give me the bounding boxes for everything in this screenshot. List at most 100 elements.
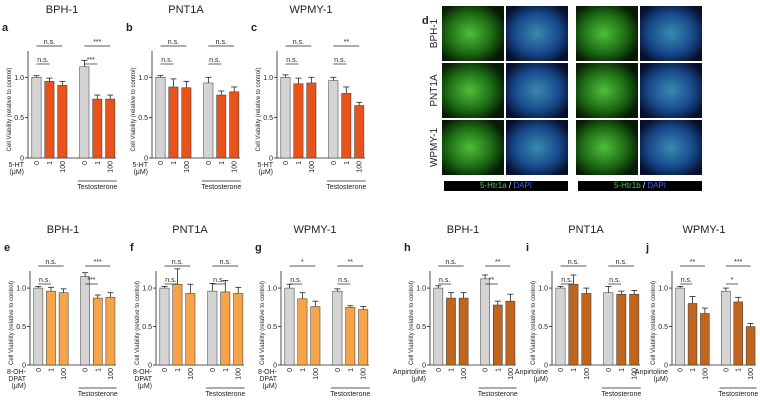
agonist-label: Anpirtoline <box>393 369 426 376</box>
significance-label: n.s. <box>568 259 579 266</box>
caption-part: DAPI <box>647 181 666 190</box>
bar <box>216 94 227 159</box>
bar <box>79 66 90 159</box>
micrograph <box>506 120 568 175</box>
chart-title: BPH-1 <box>447 224 479 236</box>
bar <box>185 293 196 366</box>
bar <box>700 313 710 366</box>
chart: e BPH-1 Cell Viability (relative to contro… <box>4 224 118 398</box>
bar <box>280 77 291 159</box>
y-tick-label: 0.5 <box>142 324 152 331</box>
significance-label: ** <box>489 277 495 284</box>
x-tick-label: 0 <box>83 368 90 372</box>
x-tick-label: 0 <box>36 368 43 372</box>
y-tick-label: 0 <box>664 363 668 370</box>
x-tick-label: 100 <box>461 368 468 380</box>
group-label: Testosterone <box>330 391 370 398</box>
panel-letter: b <box>126 22 133 34</box>
x-tick-label: 0 <box>34 161 41 165</box>
y-tick-label: 0 <box>22 363 26 370</box>
bar <box>745 326 756 366</box>
significance-label: *** <box>93 39 101 46</box>
y-tick-label: 0 <box>544 363 548 370</box>
bar <box>358 309 369 366</box>
x-tick-label: 100 <box>108 161 115 173</box>
bar <box>31 77 42 159</box>
agonist-label: DPAT <box>8 376 26 383</box>
group-label: Testosterone <box>718 391 758 398</box>
significance-label: ** <box>690 259 696 266</box>
micrograph <box>442 6 504 61</box>
bar <box>687 303 698 366</box>
x-tick-label: 100 <box>632 368 639 380</box>
micrograph <box>442 63 504 118</box>
bar <box>306 82 317 159</box>
significance-label: n.s. <box>439 277 450 284</box>
y-tick-label: 1.0 <box>416 286 426 293</box>
bar <box>616 293 627 366</box>
bar <box>354 105 365 159</box>
x-tick-label: 0 <box>331 161 338 165</box>
chart-title: BPH-1 <box>46 4 78 16</box>
agonist-label: (μM) <box>653 376 668 383</box>
row-label: WPMY-1 <box>429 128 440 168</box>
x-tick-label: 0 <box>723 368 730 372</box>
y-axis-label: Cell Viability (relative to control) <box>135 281 141 365</box>
caption-part: 5-Htr1b <box>614 181 641 190</box>
caption-part: DAPI <box>513 181 532 190</box>
agonist-label: 5-HT <box>8 162 24 169</box>
bar <box>603 292 614 366</box>
significance-label: n.s. <box>334 57 345 64</box>
agonist-label: (μM) <box>137 383 152 390</box>
significance-label: n.s. <box>681 277 692 284</box>
y-axis-label: Cell Viability (relative to control) <box>131 68 137 152</box>
y-tick-label: 0 <box>269 156 273 163</box>
row-label: BPH-1 <box>429 18 440 48</box>
x-tick-label: 100 <box>748 368 755 380</box>
bar <box>181 87 192 159</box>
significance-label: n.s. <box>39 277 50 284</box>
y-axis-label: Cell Viability (relative to control) <box>256 68 262 152</box>
x-tick-label: 0 <box>210 368 217 372</box>
x-tick-label: 1 <box>495 368 502 372</box>
group-label: Testosterone <box>601 391 641 398</box>
significance-label: ** <box>348 259 354 266</box>
caption-part: / <box>507 181 514 190</box>
significance-label: n.s. <box>561 277 572 284</box>
y-axis-label: Cell Viability (relative to control) <box>651 281 657 365</box>
significance-label: n.s. <box>338 277 349 284</box>
panel-letter: a <box>2 22 9 34</box>
bar <box>505 300 516 366</box>
x-tick-label: 1 <box>300 368 307 372</box>
significance-label: n.s. <box>609 277 620 284</box>
significance-label: n.s. <box>290 277 301 284</box>
y-tick-label: 1.0 <box>16 286 26 293</box>
x-tick-label: 0 <box>678 368 685 372</box>
group-label: Testosterone <box>201 184 241 191</box>
panel-letter: h <box>404 242 411 254</box>
bar <box>155 77 166 159</box>
bar <box>159 287 170 366</box>
y-tick-label: 0 <box>20 156 24 163</box>
bar <box>581 293 592 366</box>
x-tick-label: 0 <box>283 161 290 165</box>
chart-title: WPMY-1 <box>294 224 337 236</box>
agonist-label: (μM) <box>533 376 548 383</box>
significance-label: n.s. <box>220 259 231 266</box>
bar <box>207 290 218 366</box>
chart: j WPMY-1 Cell Viability (relative to contr… <box>635 224 758 398</box>
x-tick-label: 100 <box>184 161 191 173</box>
bar <box>58 292 69 366</box>
chart-title: PNT1A <box>568 224 604 236</box>
bar <box>733 301 743 366</box>
y-tick-label: 0 <box>273 363 277 370</box>
y-axis-label: Cell Viability (relative to control) <box>7 68 13 152</box>
bar <box>328 80 339 159</box>
chart: f PNT1A Cell Viability (relative to contro… <box>130 224 245 398</box>
chart-title: BPH-1 <box>47 224 79 236</box>
bar <box>492 304 503 366</box>
significance-label: n.s. <box>286 57 297 64</box>
agonist-label: 8-OH- <box>133 369 153 376</box>
chart: a BPH-1 Cell Viability (relative to contro… <box>2 4 117 191</box>
